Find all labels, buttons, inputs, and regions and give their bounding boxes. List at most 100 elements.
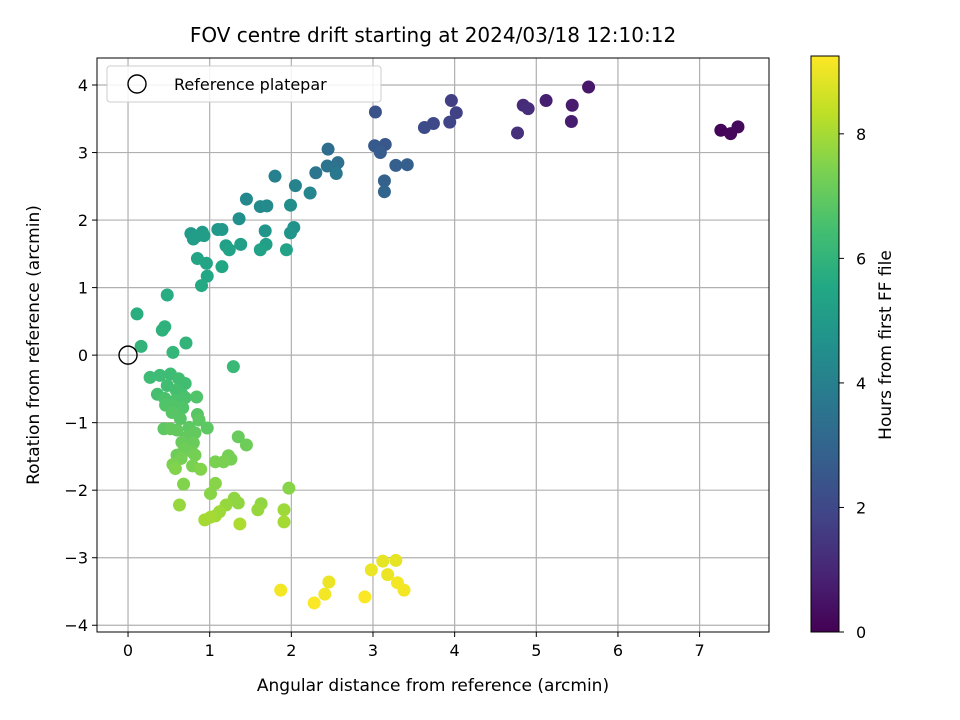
- x-tick-label: 6: [613, 641, 623, 660]
- data-point: [251, 503, 265, 517]
- data-point: [318, 587, 332, 601]
- data-point: [239, 192, 253, 206]
- data-point: [178, 391, 192, 405]
- data-point: [188, 448, 202, 462]
- data-point: [232, 212, 246, 226]
- data-point: [565, 98, 579, 112]
- colorbar-tick-label: 8: [856, 125, 866, 144]
- y-tick-label: 4: [78, 76, 88, 95]
- data-point: [307, 596, 321, 610]
- data-point: [222, 243, 236, 257]
- data-points: [130, 80, 745, 610]
- colorbar-label: Hours from first FF file: [876, 250, 896, 440]
- data-point: [322, 575, 336, 589]
- data-point: [198, 513, 212, 527]
- data-point: [258, 224, 272, 238]
- data-point: [329, 166, 343, 180]
- data-point: [444, 94, 458, 108]
- data-point: [194, 462, 208, 476]
- data-point: [170, 423, 184, 437]
- data-point: [233, 517, 247, 531]
- data-point: [521, 102, 535, 116]
- y-tick-label: 0: [78, 346, 88, 365]
- x-gridlines: [127, 58, 701, 632]
- data-point: [282, 481, 296, 495]
- data-point: [284, 226, 298, 240]
- y-tick-label: 3: [78, 144, 88, 163]
- data-point: [389, 553, 403, 567]
- data-point: [268, 169, 282, 183]
- data-point: [231, 430, 245, 444]
- y-tick-label: −4: [64, 616, 88, 635]
- colorbar-ticks: 0 2 4 6 8: [839, 125, 866, 642]
- data-point: [203, 487, 217, 501]
- data-point: [200, 269, 214, 283]
- data-point: [449, 106, 463, 120]
- colorbar-tick-label: 0: [856, 623, 866, 642]
- data-point: [400, 158, 414, 172]
- data-point: [364, 563, 378, 577]
- data-point: [303, 186, 317, 200]
- data-point: [197, 229, 211, 243]
- y-tick-label: −1: [64, 414, 88, 433]
- data-point: [277, 515, 291, 529]
- data-point: [381, 568, 395, 582]
- data-point: [179, 336, 193, 350]
- data-point: [397, 583, 411, 597]
- data-point: [178, 376, 192, 390]
- data-point: [279, 243, 293, 257]
- y-axis-ticks: −4 −3 −2 −1 0 1 2 3 4: [64, 76, 97, 635]
- data-point: [172, 498, 186, 512]
- data-point: [377, 174, 391, 188]
- legend: Reference platepar: [106, 65, 382, 103]
- x-tick-label: 3: [368, 641, 378, 660]
- x-axis-label: Angular distance from reference (arcmin): [257, 676, 609, 696]
- data-point: [176, 401, 190, 415]
- colorbar-tick-label: 4: [856, 374, 866, 393]
- data-point: [153, 368, 167, 382]
- data-point: [377, 185, 391, 199]
- data-point: [160, 288, 174, 302]
- data-point: [155, 323, 169, 337]
- y-tick-label: 1: [78, 279, 88, 298]
- legend-box: [106, 65, 382, 103]
- data-point: [564, 114, 578, 128]
- data-point: [168, 462, 182, 476]
- data-point: [130, 307, 144, 321]
- data-point: [253, 243, 267, 257]
- data-point: [284, 198, 298, 212]
- data-point: [177, 477, 191, 491]
- colorbar-tick-label: 2: [856, 498, 866, 517]
- x-tick-label: 4: [450, 641, 460, 660]
- x-tick-label: 5: [531, 641, 541, 660]
- data-point: [226, 360, 240, 374]
- data-point: [173, 412, 187, 426]
- data-point: [143, 370, 157, 384]
- x-axis-ticks: 0 1 2 3 4 5 6 7: [123, 632, 705, 660]
- legend-marker: [127, 74, 147, 94]
- data-point: [714, 123, 728, 137]
- data-point: [208, 476, 222, 490]
- data-point: [277, 503, 291, 517]
- data-point: [231, 496, 245, 510]
- data-point: [321, 142, 335, 156]
- data-point: [358, 590, 372, 604]
- plot-area: [97, 58, 769, 632]
- y-tick-label: 2: [78, 211, 88, 230]
- data-point: [539, 94, 553, 108]
- data-point: [215, 223, 229, 237]
- data-point: [376, 554, 390, 568]
- data-point: [186, 232, 200, 246]
- data-point: [274, 583, 288, 597]
- data-point: [195, 279, 209, 293]
- data-point: [234, 237, 248, 251]
- data-point: [288, 179, 302, 193]
- y-tick-label: −3: [64, 549, 88, 568]
- data-point: [373, 146, 387, 160]
- reference-platepar-marker: [118, 345, 138, 365]
- data-point: [443, 115, 457, 129]
- data-point: [217, 455, 231, 469]
- data-point: [166, 345, 180, 359]
- data-point: [511, 126, 525, 140]
